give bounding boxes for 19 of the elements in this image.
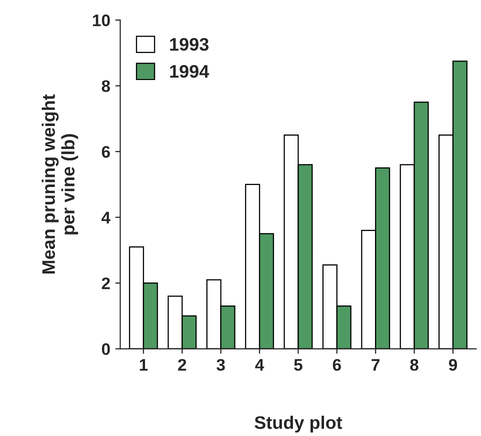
x-tick-label: 5 <box>294 359 302 371</box>
x-tick-label: 2 <box>178 358 186 371</box>
x-tick-label: 9 <box>448 358 457 371</box>
legend-label: 1994 <box>170 65 210 78</box>
x-tick-label: 7 <box>372 359 380 371</box>
x-axis-title: Study plot <box>254 416 342 433</box>
x-tick-label: 6 <box>332 358 341 371</box>
legend-label: 1993 <box>170 38 209 51</box>
y-axis-title: Mean pruning weight per vine (lb) <box>42 94 78 274</box>
x-tick-label: 8 <box>410 358 418 371</box>
x-tick-label: 1 <box>140 359 148 371</box>
y-tick-label: 8 <box>102 80 110 92</box>
y-tick-label: 0 <box>102 343 110 356</box>
y-tick-label: 4 <box>102 212 110 224</box>
x-tick-label: 3 <box>216 358 225 371</box>
x-tick-label: 4 <box>255 359 264 371</box>
y-tick-label: 2 <box>102 277 110 290</box>
y-tick-label: 6 <box>102 146 110 158</box>
y-tick-label: 10 <box>93 14 110 26</box>
